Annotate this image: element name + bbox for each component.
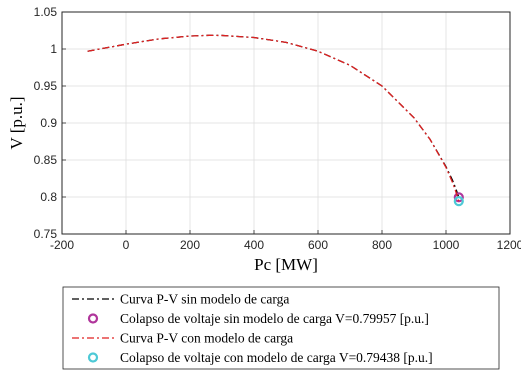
series-layer — [87, 34, 464, 207]
legend-item-4-swatch — [87, 352, 99, 363]
legend-item-1-label: Curva P-V sin modelo de carga — [120, 292, 289, 307]
y-tick-label: 0.9 — [40, 116, 57, 130]
y-tick-label: 0.8 — [40, 190, 57, 204]
legend-item-2-swatch — [87, 313, 99, 324]
legend-item-2-label: Colapso de voltaje sin modelo de carga V… — [120, 311, 429, 326]
y-tick-label: 1 — [50, 42, 57, 56]
x-tick-label: 600 — [308, 238, 328, 252]
x-tick-label: 0 — [123, 238, 130, 252]
y-tick-label: 1.05 — [34, 5, 58, 19]
x-tick-label: 400 — [244, 238, 264, 252]
y-tick-label: 0.85 — [34, 153, 58, 167]
x-tick-label: 1000 — [433, 238, 460, 252]
x-tick-label: -200 — [50, 238, 74, 252]
legend-item-3-label: Curva P-V con modelo de carga — [120, 331, 293, 346]
y-tick-label: 0.75 — [34, 227, 58, 241]
y-axis-label: V [p.u.] — [7, 96, 26, 149]
x-axis-label: Pc [MW] — [254, 255, 318, 274]
x-tick-label: 800 — [372, 238, 392, 252]
tick-layer: -200 0 200 400 600 800 1000 1200 0.75 0.8 0.85 0.9 0… — [34, 5, 521, 252]
legend: Curva P-V sin modelo de carga Colapso de … — [62, 286, 500, 370]
x-tick-label: 200 — [180, 238, 200, 252]
series-4-marker — [453, 196, 464, 207]
series-3-line — [87, 34, 460, 202]
legend-item-4-label: Colapso de voltaje con modelo de carga V… — [120, 350, 433, 365]
series-2-marker — [453, 192, 464, 203]
legend-box — [62, 286, 500, 370]
y-tick-label: 0.95 — [34, 79, 58, 93]
x-tick-label: 1200 — [497, 238, 521, 252]
